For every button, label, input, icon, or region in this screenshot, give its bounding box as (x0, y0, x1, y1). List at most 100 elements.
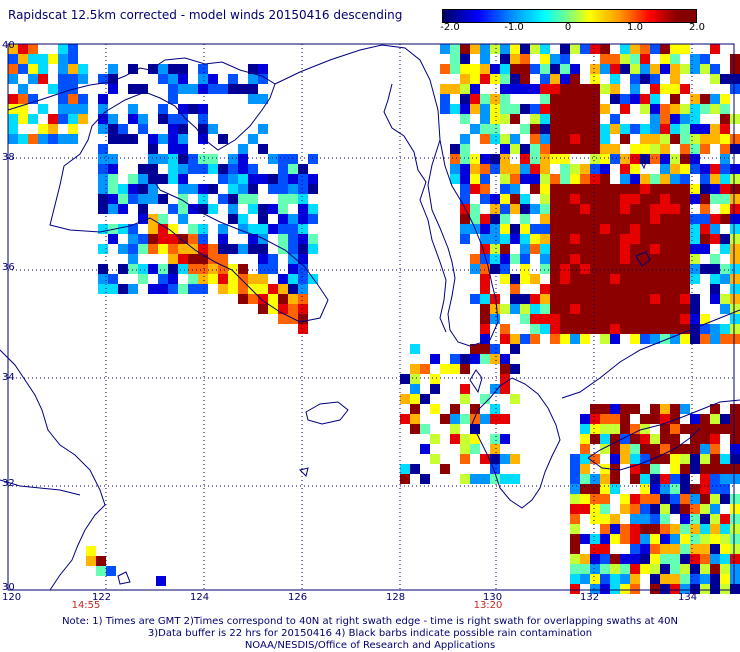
wind-cell (670, 494, 680, 504)
wind-cell (530, 294, 540, 304)
wind-cell (168, 74, 178, 84)
coastline-east-china (0, 349, 106, 591)
wind-cell (690, 464, 700, 474)
wind-cell (690, 514, 700, 524)
wind-cell (580, 294, 590, 304)
wind-cell (178, 154, 188, 164)
wind-cell (640, 314, 650, 324)
wind-cell (278, 274, 288, 284)
wind-cell (650, 584, 660, 594)
wind-cell (600, 304, 610, 314)
wind-cell (730, 474, 740, 484)
wind-cell (570, 184, 580, 194)
wind-cell (670, 114, 680, 124)
wind-cell (560, 234, 570, 244)
wind-cell (510, 254, 520, 264)
wind-cell (58, 104, 68, 114)
wind-cell (600, 334, 610, 344)
wind-cell (680, 64, 690, 74)
wind-cell (248, 184, 258, 194)
wind-cell (490, 234, 500, 244)
wind-cell (228, 214, 238, 224)
wind-cell (420, 474, 430, 484)
wind-cell (720, 584, 730, 594)
wind-cell (178, 254, 188, 264)
wind-cell (680, 534, 690, 544)
wind-cell (470, 74, 480, 84)
wind-cell (480, 64, 490, 74)
wind-cell (580, 174, 590, 184)
wind-cell (630, 564, 640, 574)
wind-cell (248, 74, 258, 84)
wind-cell (430, 374, 440, 384)
wind-cell (680, 474, 690, 484)
wind-cell (298, 184, 308, 194)
wind-cell (720, 564, 730, 574)
wind-cell (450, 164, 460, 174)
wind-cell (550, 334, 560, 344)
wind-cell (480, 184, 490, 194)
wind-cell (650, 244, 660, 254)
wind-cell (238, 244, 248, 254)
wind-cell (8, 94, 18, 104)
wind-cell (118, 194, 128, 204)
wind-cell (580, 114, 590, 124)
wind-cell (680, 114, 690, 124)
wind-cell (650, 334, 660, 344)
wind-cell (590, 94, 600, 104)
wind-cell (610, 294, 620, 304)
wind-cell (288, 254, 298, 264)
note-line-2: 3)Data buffer is 22 hrs for 20150416 4) … (147, 628, 593, 639)
wind-cell (730, 454, 740, 464)
wind-cell (480, 54, 490, 64)
wind-cell (8, 124, 18, 134)
wind-cell (720, 274, 730, 284)
wind-cell (18, 44, 28, 54)
wind-cell (570, 524, 580, 534)
wind-cell (450, 104, 460, 114)
wind-cell (570, 134, 580, 144)
wind-cell (98, 164, 108, 174)
wind-cell (156, 576, 166, 586)
coastline-korea-west (383, 83, 447, 333)
wind-cell (480, 134, 490, 144)
wind-cell (540, 74, 550, 84)
wind-cell (128, 174, 138, 184)
wind-cell (700, 534, 710, 544)
wind-cell (158, 214, 168, 224)
wind-cell (540, 94, 550, 104)
wind-cell (158, 104, 168, 114)
wind-cell (530, 64, 540, 74)
wind-cell (650, 134, 660, 144)
wind-cell (620, 134, 630, 144)
wind-cell (480, 294, 490, 304)
coastline-kyushu (471, 377, 561, 509)
wind-cell (28, 64, 38, 74)
wind-cell (720, 524, 730, 534)
wind-cell (268, 304, 278, 314)
wind-cell (510, 194, 520, 204)
wind-cell (720, 514, 730, 524)
wind-cell (610, 224, 620, 234)
wind-cell (600, 244, 610, 254)
wind-cell (168, 274, 178, 284)
wind-cell (560, 144, 570, 154)
wind-cell (600, 234, 610, 244)
wind-cell (258, 244, 268, 254)
wind-cell (138, 194, 148, 204)
wind-cell (600, 504, 610, 514)
wind-cell (178, 144, 188, 154)
wind-cell (430, 454, 440, 464)
wind-cell (98, 144, 108, 154)
wind-cell (168, 264, 178, 274)
wind-cell (580, 454, 590, 464)
wind-cell (670, 94, 680, 104)
wind-cell (700, 164, 710, 174)
wind-cell (460, 384, 470, 394)
wind-cell (630, 544, 640, 554)
wind-cell (600, 144, 610, 154)
wind-cell (228, 164, 238, 174)
wind-cell (540, 304, 550, 314)
wind-cell (258, 124, 268, 134)
wind-cell (38, 104, 48, 114)
